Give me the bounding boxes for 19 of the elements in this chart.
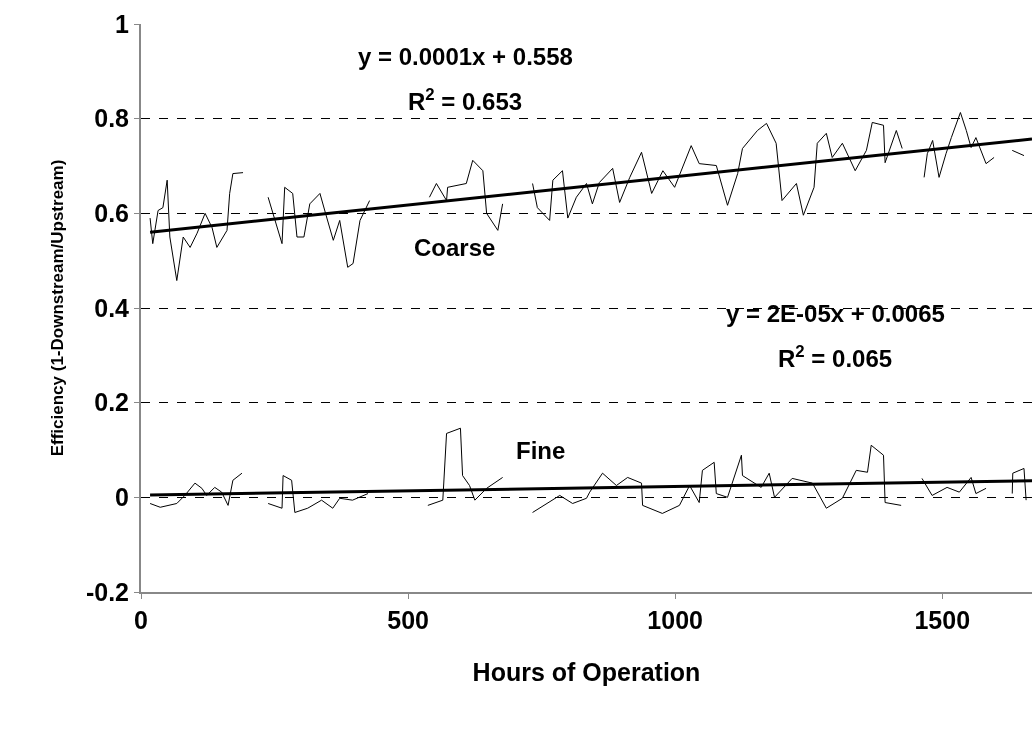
y-tick-label: 0.2 bbox=[94, 388, 129, 417]
annotation: R$^{2}$ = 0.065 bbox=[778, 342, 893, 373]
y-tick-label: 0.6 bbox=[94, 199, 129, 228]
x-axis-title: Hours of Operation bbox=[472, 657, 701, 686]
annotation: Coarse bbox=[414, 234, 496, 261]
x-tick-label: 1500 bbox=[914, 606, 971, 634]
x-tick-label: 0 bbox=[134, 606, 148, 634]
y-axis-title: Efficiency (1-Downstream/Upstream) bbox=[47, 159, 67, 457]
x-tick-label: 1000 bbox=[647, 606, 703, 634]
annotation: y = 2E-05x + 0.0065 bbox=[726, 300, 945, 327]
y-tick-label: 0.8 bbox=[94, 104, 130, 133]
annotation: Fine bbox=[516, 437, 566, 464]
y-tick-label: -0.2 bbox=[85, 577, 129, 606]
x-tick-label: 500 bbox=[387, 606, 429, 634]
y-tick-label: 0.4 bbox=[94, 293, 130, 322]
annotation: y = 0.0001x + 0.558 bbox=[358, 43, 573, 70]
y-tick-label: 0 bbox=[115, 483, 129, 512]
annotation: R$^{2}$ = 0.653 bbox=[408, 85, 523, 116]
y-tick-label: 1 bbox=[115, 9, 130, 38]
